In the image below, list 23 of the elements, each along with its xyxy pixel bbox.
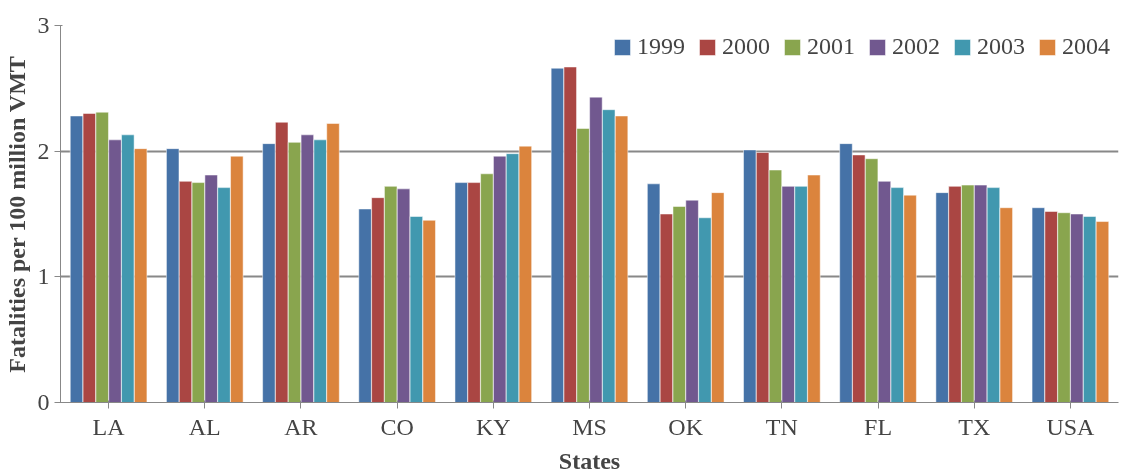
x-axis-title: States bbox=[558, 447, 621, 474]
x-tick-label: CO bbox=[380, 413, 414, 440]
legend-label: 2001 bbox=[807, 33, 855, 60]
x-tick-label: LA bbox=[92, 413, 126, 440]
x-tick-label: AL bbox=[188, 413, 221, 440]
y-tick-label: 2 bbox=[37, 137, 50, 164]
x-tick-label: OK bbox=[668, 413, 704, 440]
legend-label: 1999 bbox=[637, 33, 685, 60]
x-tick-label: FL bbox=[864, 413, 893, 440]
x-tick-label: MS bbox=[572, 413, 607, 440]
x-tick-label: KY bbox=[475, 413, 511, 440]
legend-label: 2002 bbox=[892, 33, 940, 60]
legend-label: 2000 bbox=[722, 33, 770, 60]
y-tick-label: 3 bbox=[37, 12, 50, 38]
x-tick-label: TX bbox=[958, 413, 991, 440]
legend-label: 2004 bbox=[1062, 33, 1110, 60]
y-axis-title: Fatalities per 100 million VMT bbox=[3, 56, 30, 373]
legend-label: 2003 bbox=[977, 33, 1025, 60]
x-tick-label: AR bbox=[284, 413, 318, 440]
y-tick-label: 0 bbox=[37, 389, 50, 415]
x-tick-label: TN bbox=[765, 413, 798, 440]
x-tick-label: USA bbox=[1046, 413, 1096, 440]
y-tick-label: 1 bbox=[37, 263, 50, 290]
